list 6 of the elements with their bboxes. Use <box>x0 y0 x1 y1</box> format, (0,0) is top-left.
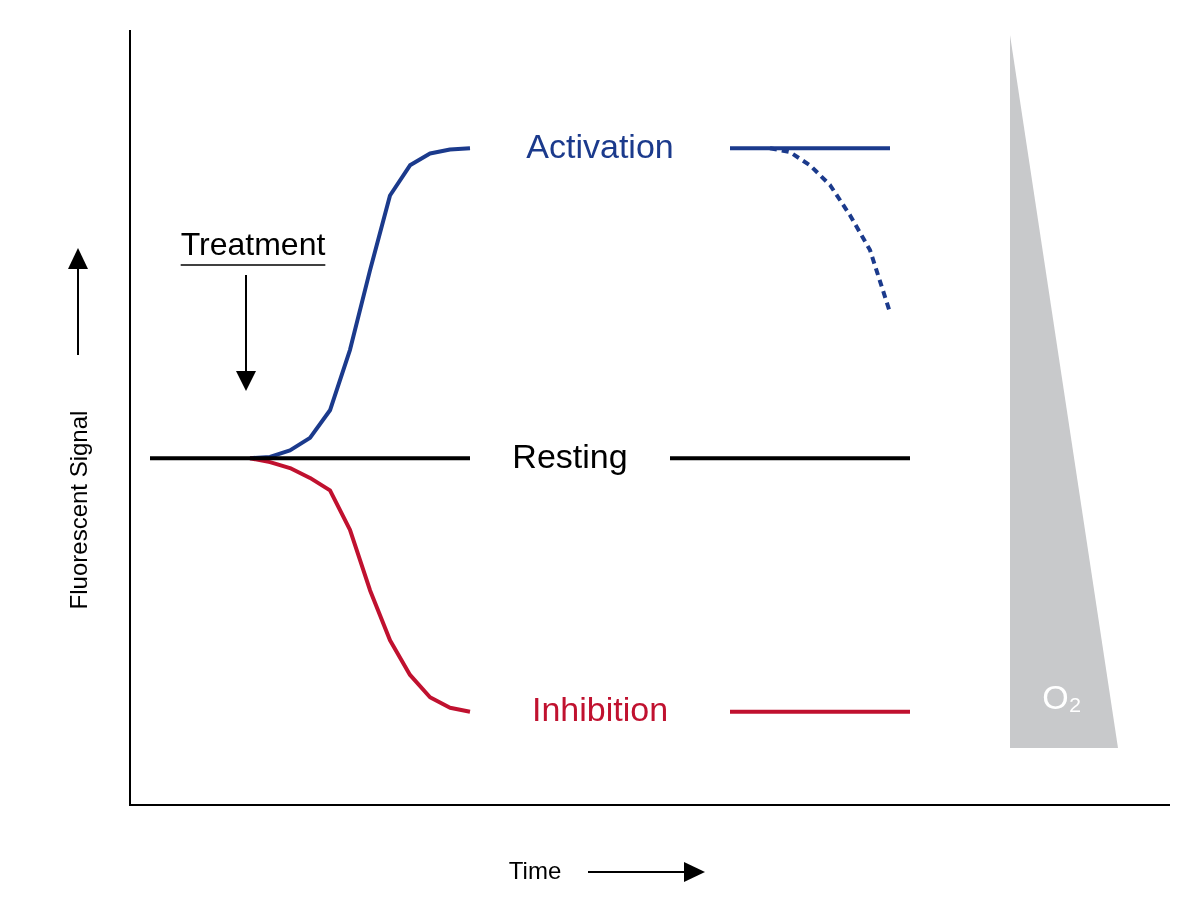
series-label: Inhibition <box>531 690 669 729</box>
y-axis-title: Fluorescent Signal <box>64 410 92 610</box>
series-label: Resting <box>512 436 628 475</box>
annotation: Treatment <box>180 225 326 262</box>
x-axis-title: Time <box>508 856 562 884</box>
series-label: Activation <box>526 126 674 165</box>
